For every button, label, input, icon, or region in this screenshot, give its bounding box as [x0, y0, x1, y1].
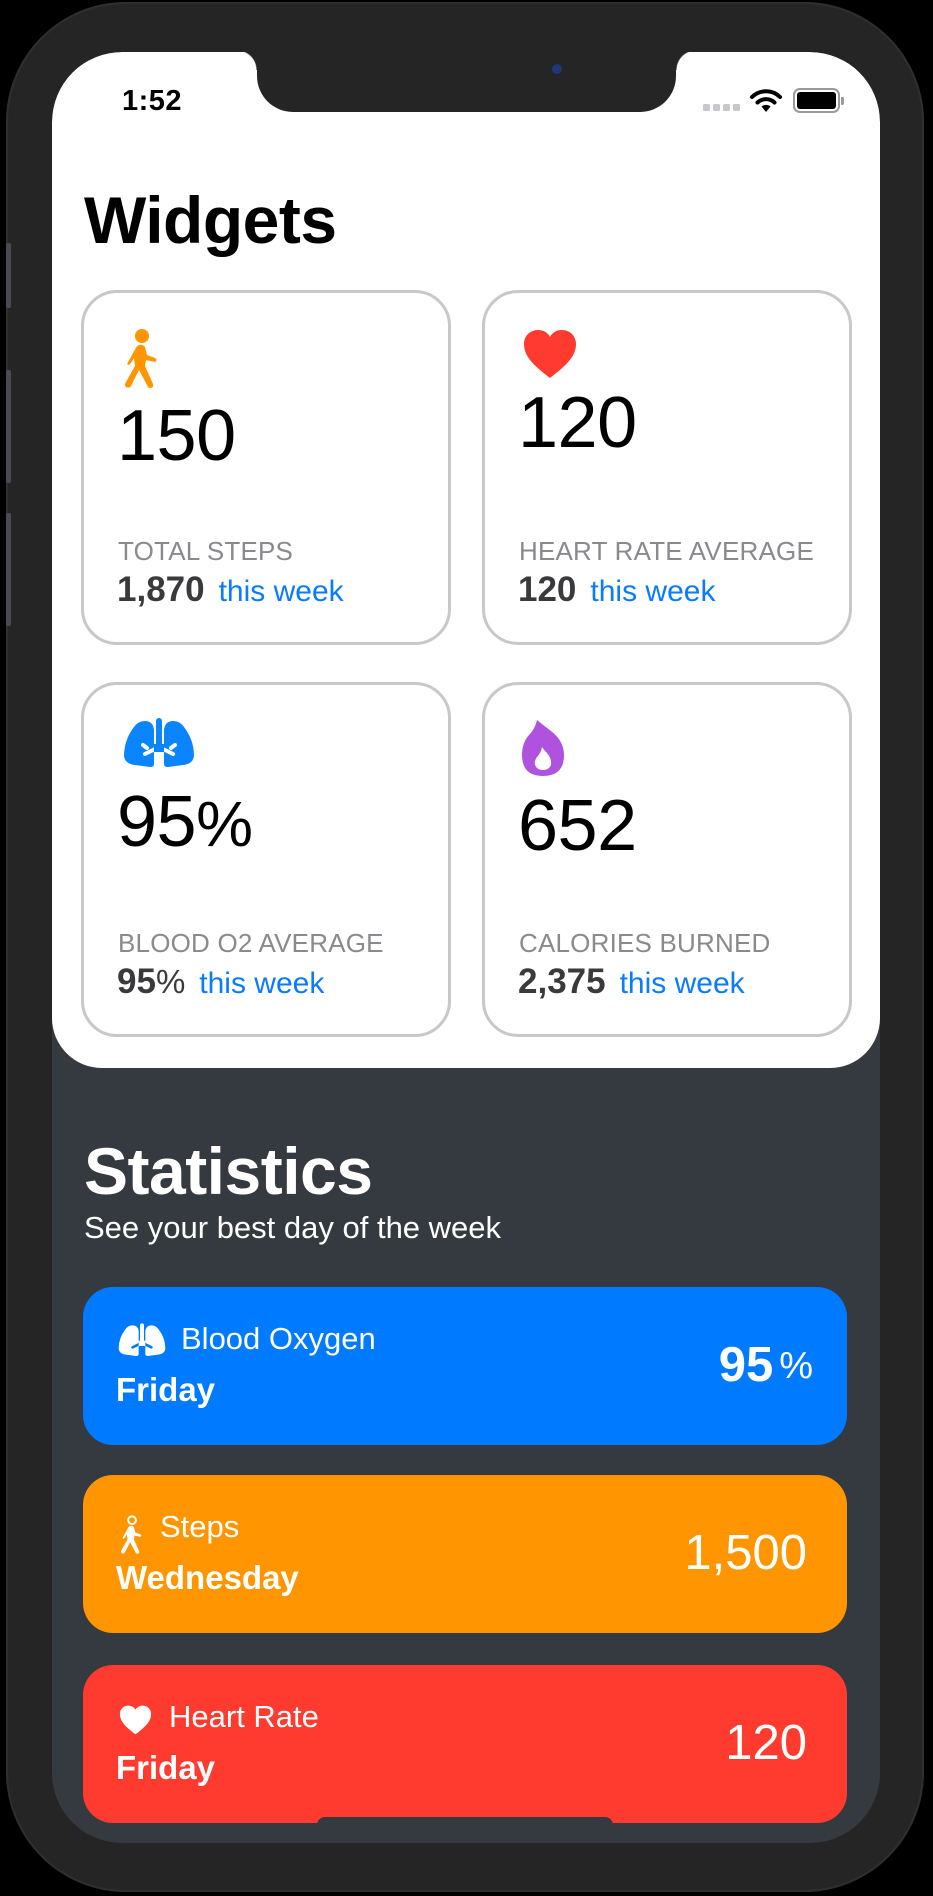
widget-label: TOTAL STEPS: [118, 536, 294, 566]
week-value: 120: [518, 570, 577, 609]
cellular-signal-icon: [703, 104, 740, 111]
this-week-link[interactable]: this week: [619, 967, 745, 1000]
widget-card-calories[interactable]: 652 CALORIES BURNED 2,375 this week: [482, 682, 852, 1037]
week-value: 2,375: [518, 962, 606, 1001]
heart-icon: [119, 1705, 152, 1735]
stat-card-blood-oxygen[interactable]: Blood Oxygen Friday 95%: [83, 1287, 847, 1445]
widget-value: 150: [117, 396, 236, 476]
widget-week-summary: 120 this week: [518, 570, 715, 610]
battery-full-icon: [793, 88, 844, 113]
walking-figure-icon: [121, 1515, 142, 1554]
widget-card-blood-oxygen[interactable]: 95% BLOOD O2 AVERAGE 95% this week: [81, 682, 451, 1037]
screen: 1:52 Widgets 150 TOTAL STEPS 1,870 this w…: [52, 52, 880, 1843]
stat-day: Friday: [116, 1749, 216, 1786]
widget-card-total-steps[interactable]: 150 TOTAL STEPS 1,870 this week: [81, 290, 451, 645]
stat-value: 1,500: [684, 1526, 807, 1580]
stat-value: 95%: [718, 1338, 813, 1392]
wifi-icon: [750, 89, 782, 112]
widget-label: HEART RATE AVERAGE: [519, 536, 814, 566]
camera-dot: [552, 64, 562, 74]
widget-week-summary: 95% this week: [117, 962, 324, 1002]
stat-day: Friday: [116, 1371, 216, 1408]
lungs-icon: [124, 718, 194, 767]
flame-icon: [522, 720, 564, 776]
stat-name: Heart Rate: [169, 1699, 319, 1734]
home-indicator[interactable]: [317, 1817, 613, 1843]
volume-down-button: [6, 513, 11, 626]
notch: [237, 52, 696, 112]
volume-up-button: [6, 370, 11, 483]
this-week-link[interactable]: this week: [199, 967, 325, 1000]
this-week-link[interactable]: this week: [590, 575, 716, 608]
stat-day: Wednesday: [116, 1559, 299, 1596]
widgets-title: Widgets: [84, 183, 337, 257]
stat-value: 120: [725, 1716, 807, 1770]
status-time: 1:52: [122, 85, 183, 117]
widgets-sheet: 1:52 Widgets 150 TOTAL STEPS 1,870 this w…: [52, 52, 880, 1068]
heart-icon: [524, 330, 576, 378]
week-value: 95%: [117, 962, 186, 1001]
widget-value: 652: [518, 786, 637, 866]
lungs-icon: [118, 1323, 166, 1356]
this-week-link[interactable]: this week: [218, 575, 344, 608]
stat-card-heart-rate[interactable]: Heart Rate Friday 120: [83, 1665, 847, 1823]
widget-value: 95%: [117, 782, 253, 862]
widget-value: 120: [518, 383, 637, 463]
mute-switch: [6, 243, 11, 308]
widget-card-heart-rate[interactable]: 120 HEART RATE AVERAGE 120 this week: [482, 290, 852, 645]
walking-figure-icon: [125, 329, 157, 388]
stat-name: Blood Oxygen: [181, 1321, 376, 1356]
widget-week-summary: 2,375 this week: [518, 962, 745, 1002]
week-value: 1,870: [117, 570, 205, 609]
statistics-subtitle: See your best day of the week: [84, 1210, 502, 1245]
widget-week-summary: 1,870 this week: [117, 570, 344, 610]
stat-name: Steps: [160, 1509, 240, 1544]
stat-card-steps[interactable]: Steps Wednesday 1,500: [83, 1475, 847, 1633]
widget-label: CALORIES BURNED: [519, 928, 771, 958]
widget-label: BLOOD O2 AVERAGE: [118, 928, 384, 958]
statistics-title: Statistics: [84, 1134, 373, 1208]
